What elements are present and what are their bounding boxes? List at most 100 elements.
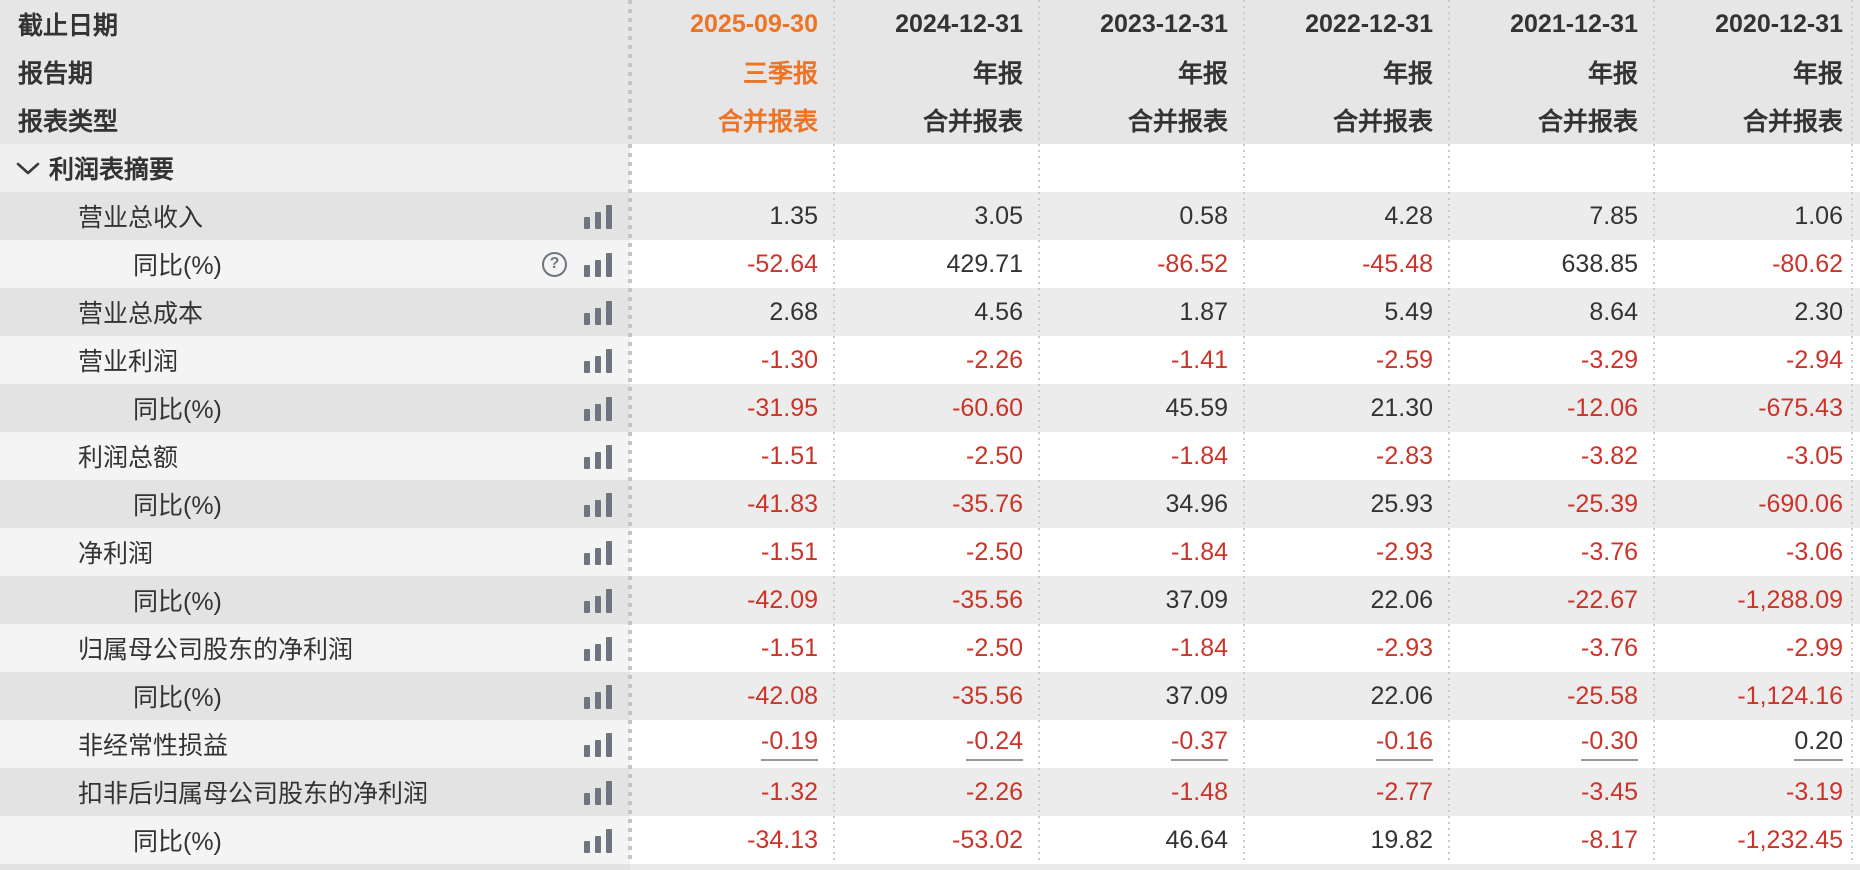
underlined-value[interactable]: -0.19 bbox=[761, 727, 818, 761]
table-row: 同比(%) -34.13 -53.02 46.64 19.82 -8.17 -1,232.4… bbox=[0, 816, 1860, 864]
value-cell: -1.84 bbox=[1040, 528, 1245, 576]
row-label-cell: 同比(%)? bbox=[0, 240, 630, 288]
value-cell: 46.64 bbox=[1040, 816, 1245, 864]
bar-chart-icon[interactable] bbox=[583, 480, 613, 528]
chevron-down-icon[interactable] bbox=[16, 162, 40, 175]
underlined-value[interactable]: -0.24 bbox=[966, 727, 1023, 761]
value-text: -1,124.16 bbox=[1737, 681, 1843, 710]
value-text: 22.06 bbox=[1370, 585, 1433, 614]
value-text: -53.02 bbox=[952, 825, 1023, 854]
column-header-type: 合并报表 bbox=[1332, 108, 1433, 136]
question-mark-help-icon[interactable]: ? bbox=[542, 240, 567, 288]
value-cell: 2.30 bbox=[1655, 288, 1860, 336]
value-cell: -0.30 bbox=[1450, 720, 1655, 768]
header-row-label: 截止日期 bbox=[18, 12, 119, 40]
value-text: -690.06 bbox=[1758, 489, 1843, 518]
bar-chart-icon[interactable] bbox=[583, 336, 613, 384]
value-cell: -1.84 bbox=[1040, 432, 1245, 480]
value-cell: 4.56 bbox=[835, 288, 1040, 336]
row-label: 归属母公司股东的净利润 bbox=[78, 636, 354, 664]
value-text: -1.84 bbox=[1171, 633, 1228, 662]
value-cell: -41.83 bbox=[630, 480, 835, 528]
value-cell: 2.68 bbox=[630, 288, 835, 336]
value-cell: -35.56 bbox=[835, 672, 1040, 720]
value-text: -2.59 bbox=[1376, 345, 1433, 374]
partial-next-row-label bbox=[0, 864, 630, 870]
bar-chart-icon[interactable] bbox=[583, 384, 613, 432]
value-text: 2.68 bbox=[769, 297, 818, 326]
value-cell: -1,288.09 bbox=[1655, 576, 1860, 624]
bar-chart-icon[interactable] bbox=[583, 624, 613, 672]
value-cell: -80.62 bbox=[1655, 240, 1860, 288]
underlined-value[interactable]: -0.16 bbox=[1376, 727, 1433, 761]
value-cell: -45.48 bbox=[1245, 240, 1450, 288]
value-cell: -3.05 bbox=[1655, 432, 1860, 480]
value-text: -35.56 bbox=[952, 681, 1023, 710]
value-text: -42.09 bbox=[747, 585, 818, 614]
bar-chart-icon[interactable] bbox=[583, 768, 613, 816]
value-text: -3.06 bbox=[1786, 537, 1843, 566]
value-text: -35.56 bbox=[952, 585, 1023, 614]
table-row: 营业总成本 2.68 4.56 1.87 5.49 8.64 2.30 bbox=[0, 288, 1860, 336]
bar-chart-icon[interactable] bbox=[583, 672, 613, 720]
row-label: 非经常性损益 bbox=[78, 732, 229, 760]
column-header-type: 合并报表 bbox=[1537, 108, 1638, 136]
bar-chart-icon[interactable] bbox=[583, 576, 613, 624]
value-text: -41.83 bbox=[747, 489, 818, 518]
value-text: -42.08 bbox=[747, 681, 818, 710]
value-cell: -1.51 bbox=[630, 432, 835, 480]
table-row: 同比(%) -31.95 -60.60 45.59 21.30 -12.06 -675.43 bbox=[0, 384, 1860, 432]
value-cell: -25.58 bbox=[1450, 672, 1655, 720]
value-cell: -1.30 bbox=[630, 336, 835, 384]
value-text: -2.93 bbox=[1376, 537, 1433, 566]
section-label[interactable]: 利润表摘要 bbox=[0, 144, 630, 192]
bar-chart-icon[interactable] bbox=[583, 240, 613, 288]
value-cell: -1.41 bbox=[1040, 336, 1245, 384]
value-text: 4.28 bbox=[1384, 201, 1433, 230]
value-cell: -35.76 bbox=[835, 480, 1040, 528]
column-header-date: 2025-09-30 bbox=[690, 9, 818, 38]
value-cell: -3.76 bbox=[1450, 624, 1655, 672]
bar-chart-icon[interactable] bbox=[583, 528, 613, 576]
value-text: -675.43 bbox=[1758, 393, 1843, 422]
table-body: 营业总收入 1.35 3.05 0.58 4.28 7.85 1.06 同比(%)? -52.6… bbox=[0, 192, 1860, 864]
value-cell: -31.95 bbox=[630, 384, 835, 432]
row-label: 同比(%) bbox=[133, 252, 222, 280]
value-cell: -60.60 bbox=[835, 384, 1040, 432]
value-cell: 4.28 bbox=[1245, 192, 1450, 240]
value-text: 37.09 bbox=[1165, 681, 1228, 710]
underlined-value[interactable]: 0.20 bbox=[1794, 727, 1843, 761]
value-text: -12.06 bbox=[1567, 393, 1638, 422]
row-label-cell: 同比(%) bbox=[0, 672, 630, 720]
underlined-value[interactable]: -0.37 bbox=[1171, 727, 1228, 761]
value-cell: 21.30 bbox=[1245, 384, 1450, 432]
value-text: 46.64 bbox=[1165, 825, 1228, 854]
value-text: -2.50 bbox=[966, 537, 1023, 566]
bar-chart-icon[interactable] bbox=[583, 192, 613, 240]
bar-chart-icon[interactable] bbox=[583, 288, 613, 336]
underlined-value[interactable]: -0.30 bbox=[1581, 727, 1638, 761]
value-text: -8.17 bbox=[1581, 825, 1638, 854]
value-cell: -34.13 bbox=[630, 816, 835, 864]
value-cell: 25.93 bbox=[1245, 480, 1450, 528]
value-text: 429.71 bbox=[946, 249, 1023, 278]
table-row: 营业利润 -1.30 -2.26 -1.41 -2.59 -3.29 -2.94 bbox=[0, 336, 1860, 384]
value-text: -31.95 bbox=[747, 393, 818, 422]
value-text: -2.94 bbox=[1786, 345, 1843, 374]
bar-chart-icon[interactable] bbox=[583, 432, 613, 480]
column-header-type: 合并报表 bbox=[1742, 108, 1843, 136]
value-cell: -25.39 bbox=[1450, 480, 1655, 528]
value-cell: 7.85 bbox=[1450, 192, 1655, 240]
value-text: 1.06 bbox=[1794, 201, 1843, 230]
section-row-income-statement[interactable]: 利润表摘要 bbox=[0, 144, 1860, 192]
row-label: 扣非后归属母公司股东的净利润 bbox=[78, 780, 429, 808]
header-row: 报告期 三季报 年报 年报 年报 年报 年报 bbox=[0, 48, 1860, 96]
value-cell: -52.64 bbox=[630, 240, 835, 288]
table-row: 同比(%) -41.83 -35.76 34.96 25.93 -25.39 -690.06 bbox=[0, 480, 1860, 528]
bar-chart-icon[interactable] bbox=[583, 816, 613, 864]
value-text: 37.09 bbox=[1165, 585, 1228, 614]
value-text: 21.30 bbox=[1370, 393, 1433, 422]
header-row: 报表类型 合并报表 合并报表 合并报表 合并报表 合并报表 合并报表 bbox=[0, 96, 1860, 144]
bar-chart-icon[interactable] bbox=[583, 720, 613, 768]
table-row: 同比(%) -42.09 -35.56 37.09 22.06 -22.67 -1,288.… bbox=[0, 576, 1860, 624]
